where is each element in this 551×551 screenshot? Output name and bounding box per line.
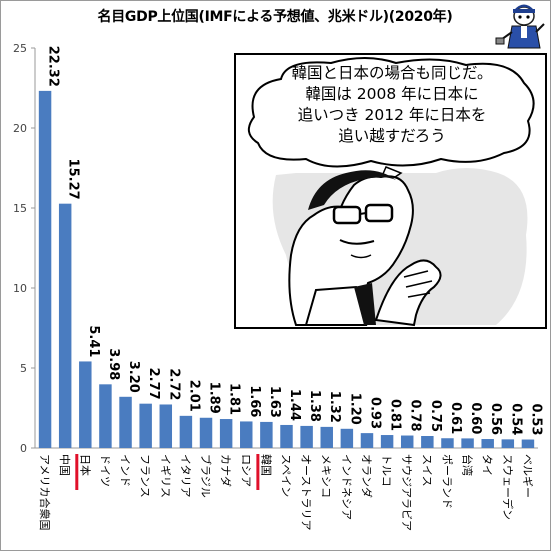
bar (501, 439, 515, 448)
x-tick-label: スウェーデン (501, 454, 515, 520)
y-tick-label: 5 (20, 362, 27, 375)
bar (99, 384, 112, 448)
data-label: 3.98 (106, 348, 121, 380)
highlight-marker (256, 454, 260, 490)
x-tick-label: ドイツ (98, 454, 111, 487)
y-tick-label: 20 (13, 122, 27, 135)
bar (240, 421, 253, 448)
bar (38, 90, 52, 448)
bar (58, 203, 72, 448)
x-tick-label: ポーランド (440, 454, 453, 509)
x-tick-label: ベルギー (521, 454, 534, 498)
data-label: 15.27 (66, 159, 81, 200)
x-tick-label: フランス (139, 454, 152, 498)
data-label: 0.54 (508, 403, 523, 435)
cartoon-drawing (247, 57, 535, 327)
x-tick-label: サウジアラビア (400, 454, 413, 531)
x-tick-label: ブラジル (199, 454, 213, 498)
x-tick-label: カナダ (219, 454, 233, 487)
x-tick-label: イタリア (179, 454, 192, 498)
bar (119, 396, 132, 448)
bar (300, 425, 313, 448)
bar (260, 421, 273, 448)
bar (421, 436, 434, 448)
data-label: 1.20 (347, 393, 362, 425)
data-label: 2.72 (166, 368, 181, 400)
data-label: 1.63 (267, 386, 282, 418)
bar (280, 424, 293, 448)
x-tick-label: オランダ (360, 454, 374, 498)
x-tick-label: 日本 (78, 454, 92, 476)
speech-line: 韓国と日本の場合も同じだ。 (291, 64, 493, 82)
data-label: 1.32 (327, 391, 342, 423)
data-label: 0.60 (468, 402, 483, 434)
data-label: 1.38 (307, 390, 322, 422)
x-tick-label: タイ (481, 454, 494, 476)
y-tick-label: 10 (13, 282, 27, 295)
chart-title: 名目GDP上位国(IMFによる予想値、兆米ドル)(2020年) (97, 9, 453, 25)
speech-line: 追いつき 2012 年に日本を (297, 106, 487, 124)
data-label: 0.53 (528, 403, 543, 435)
x-tick-label: スペイン (280, 454, 293, 497)
cartoon-panel: 韓国と日本の場合も同じだ。 韓国は 2008 年に日本に 追いつき 2012 年… (234, 53, 547, 329)
data-label: 0.93 (367, 397, 382, 429)
data-label: 2.77 (146, 368, 161, 400)
x-tick-label: インド (119, 454, 132, 487)
data-label: 1.81 (227, 383, 242, 415)
x-tick-label: トルコ (380, 454, 393, 487)
bar (360, 433, 374, 448)
x-tick-label: 台湾 (461, 454, 475, 476)
highlight-marker (75, 454, 79, 490)
mascot-icon (495, 4, 545, 49)
bar (159, 404, 173, 448)
data-label: 1.66 (247, 385, 262, 417)
bar (179, 415, 193, 448)
speech-line: 追い越すだろう (338, 127, 446, 145)
bar (79, 361, 92, 448)
data-label: 1.44 (287, 389, 302, 421)
data-label: 5.41 (86, 325, 101, 357)
x-tick-label: イギリス (159, 454, 172, 498)
y-tick-label: 15 (13, 202, 27, 215)
x-tick-label: オーストラリア (300, 454, 313, 530)
x-tick-label: 韓国 (259, 454, 272, 476)
y-tick-label: 0 (20, 442, 27, 455)
bar (441, 438, 454, 448)
data-label: 2.01 (186, 380, 201, 412)
data-label: 0.75 (428, 400, 443, 432)
data-label: 0.78 (408, 399, 423, 431)
bar (461, 438, 474, 448)
bar (481, 439, 494, 448)
x-tick-label: インドネシア (340, 454, 353, 520)
x-tick-label: メキシコ (320, 454, 333, 498)
data-label: 0.61 (448, 402, 463, 434)
bar (199, 417, 213, 448)
data-label: 3.20 (126, 361, 141, 393)
data-label: 0.81 (388, 399, 403, 431)
data-label: 22.32 (46, 46, 61, 87)
y-tick-label: 25 (13, 42, 27, 55)
bar (219, 419, 233, 448)
x-tick-label: アメリカ合衆国 (38, 454, 52, 530)
bar (380, 435, 394, 448)
bar (400, 435, 414, 448)
x-tick-label: スイス (420, 454, 433, 487)
data-label: 0.56 (488, 403, 503, 435)
x-tick-label: 中国 (58, 454, 71, 476)
speech-line: 韓国は 2008 年に日本に (305, 85, 479, 103)
bar (320, 426, 333, 448)
bar (340, 428, 354, 448)
bar (139, 403, 152, 448)
speech-bubble-text: 韓国と日本の場合も同じだ。 韓国は 2008 年に日本に 追いつき 2012 年… (262, 63, 522, 147)
data-label: 1.89 (207, 382, 222, 414)
bar (521, 439, 535, 448)
x-tick-label: ロシア (239, 454, 252, 487)
